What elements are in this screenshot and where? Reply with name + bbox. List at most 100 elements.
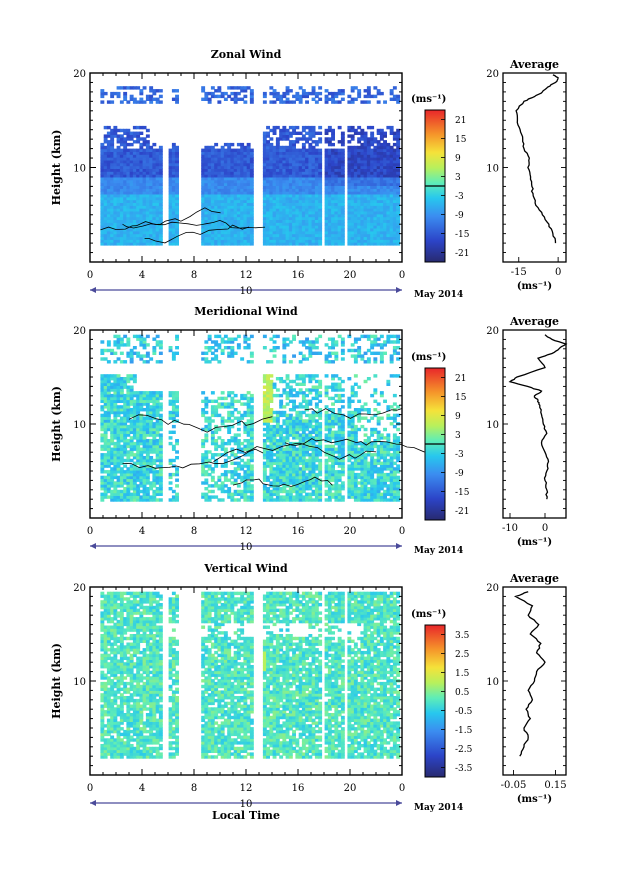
heatmap-cell (145, 225, 150, 229)
heatmap-cell (175, 413, 179, 418)
heatmap-cell (149, 199, 154, 203)
heatmap-cell (249, 208, 254, 212)
heatmap-cell (233, 202, 238, 206)
heatmap-cell (142, 142, 147, 147)
heatmap-cell (305, 100, 309, 104)
heatmap-cell (113, 230, 118, 235)
heatmap-cell (305, 211, 309, 215)
heatmap-cell (272, 168, 277, 172)
heatmap-cell (223, 219, 228, 223)
y-axis-label: Height (km) (50, 130, 63, 206)
heatmap-cell (103, 242, 108, 246)
heatmap-cell (298, 182, 303, 186)
heatmap-cell (272, 148, 277, 152)
heatmap-cell (279, 148, 284, 152)
heatmap-cell (110, 188, 115, 192)
heatmap-cell (223, 233, 228, 238)
heatmap-cell (227, 202, 232, 206)
heatmap-cell (282, 145, 287, 150)
heatmap-cell (171, 191, 176, 195)
heatmap-cell (301, 159, 306, 164)
heatmap-cell (142, 242, 147, 246)
heatmap-cell (301, 216, 306, 220)
heatmap-cell (214, 239, 219, 243)
heatmap-cell (236, 176, 241, 181)
heatmap-cell (126, 142, 131, 147)
heatmap-cell (142, 174, 147, 178)
heatmap-cell (240, 194, 245, 198)
heatmap-cell (168, 185, 173, 189)
heatmap-cell (110, 145, 115, 150)
heatmap-cell (175, 228, 179, 232)
heatmap-cell (158, 351, 163, 355)
heatmap-cell (266, 233, 270, 238)
heatmap-cell (230, 239, 235, 243)
heatmap-cell (214, 196, 219, 201)
heatmap-cell (100, 179, 105, 184)
heatmap-cell (158, 179, 163, 184)
heatmap-cell (236, 222, 241, 226)
heatmap-cell (366, 89, 371, 93)
heatmap-cell (100, 211, 105, 215)
heatmap-cell (236, 205, 241, 209)
heatmap-cell (379, 91, 384, 96)
heatmap-cell (175, 159, 179, 164)
heatmap-cell (207, 202, 212, 206)
heatmap-cell (175, 174, 179, 178)
heatmap-cell (136, 168, 141, 172)
heatmap-cell (123, 128, 128, 133)
heatmap-cell (292, 242, 296, 246)
heatmap-cell (201, 179, 206, 184)
heatmap-cell (171, 233, 176, 238)
heatmap-cell (292, 233, 296, 238)
heatmap-cell (142, 225, 147, 229)
heatmap-cell (240, 162, 245, 167)
heatmap-cell (285, 216, 290, 220)
heatmap-cell (175, 216, 179, 220)
heatmap-cell (285, 91, 290, 96)
heatmap-cell (100, 213, 105, 218)
heatmap-cell (119, 185, 124, 189)
heatmap-cell (292, 194, 296, 198)
heatmap-cell (175, 242, 179, 246)
heatmap-cell (301, 94, 306, 99)
heatmap-cell (155, 162, 160, 167)
heatmap-cell (113, 185, 118, 189)
heatmap-cell (110, 134, 115, 138)
heatmap-cell (149, 94, 154, 99)
heatmap-cell (142, 171, 147, 175)
heatmap-cell (210, 213, 215, 218)
heatmap-cell (106, 233, 111, 238)
heatmap-cell (171, 159, 176, 164)
heatmap-cell (340, 233, 345, 238)
heatmap-cell (113, 159, 118, 164)
heatmap-cell (132, 97, 137, 101)
heatmap-cell (158, 176, 163, 181)
heatmap-cell (210, 154, 215, 158)
heatmap-cell (262, 171, 267, 175)
heatmap-cell (136, 137, 141, 141)
heatmap-cell (106, 140, 111, 144)
heatmap-cell (282, 162, 287, 167)
heatmap-cell (136, 182, 141, 186)
heatmap-cell (249, 191, 254, 195)
heatmap-cell (175, 239, 179, 243)
heatmap-cell (217, 182, 222, 186)
heatmap-cell (126, 236, 131, 240)
heatmap-cell (233, 182, 238, 186)
heatmap-cell (249, 360, 254, 364)
heatmap-cell (119, 242, 124, 246)
heatmap-cell (158, 196, 163, 201)
heatmap-cell (292, 225, 296, 229)
heatmap-cell (282, 199, 287, 203)
heatmap-cell (175, 219, 179, 223)
heatmap-cell (155, 176, 160, 181)
heatmap-cell (136, 202, 141, 206)
heatmap-cell (113, 182, 118, 186)
heatmap-cell (295, 211, 300, 215)
heatmap-cell (288, 242, 293, 246)
heatmap-cell (227, 230, 232, 235)
heatmap-cell (298, 219, 303, 223)
heatmap-cell (383, 100, 387, 104)
